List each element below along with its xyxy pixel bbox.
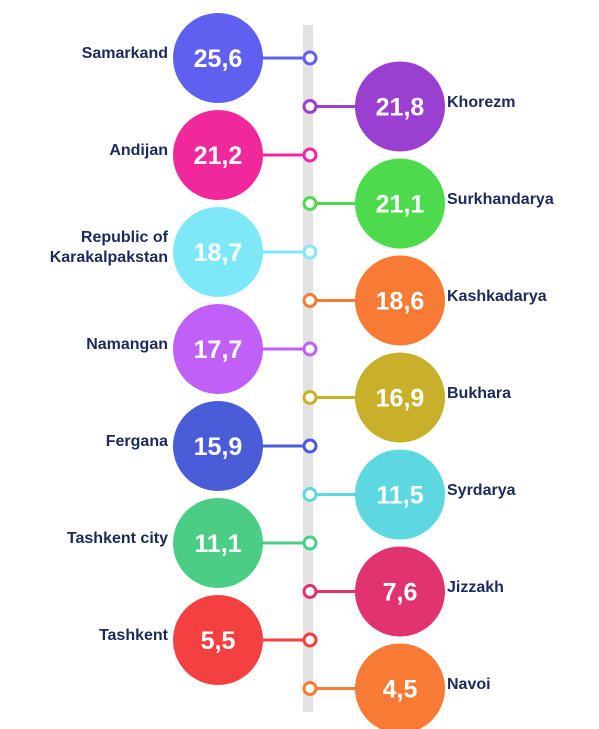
region-label: Tashkent	[98, 627, 168, 644]
value-circle	[173, 207, 263, 297]
region-label: Andijan	[109, 142, 168, 159]
region-label: Navoi	[447, 675, 491, 693]
value-label: 7,6	[383, 579, 418, 607]
region-label: Jizzakh	[447, 578, 504, 596]
value-circle	[355, 643, 445, 729]
value-circle	[173, 401, 263, 491]
region-label: Namangan	[86, 336, 168, 353]
value-label: 4,5	[383, 676, 418, 704]
value-label: 21,8	[376, 94, 425, 122]
value-circle	[173, 13, 263, 103]
region-label: Surkhandarya	[447, 190, 554, 208]
value-label: 25,6	[194, 45, 243, 73]
marker-ring	[302, 438, 318, 454]
value-circle	[355, 255, 445, 346]
value-label: 21,1	[376, 191, 425, 219]
marker-ring	[302, 584, 318, 599]
value-label: 21,2	[194, 142, 243, 170]
region-label: Kashkadarya	[447, 287, 547, 305]
marker-ring	[302, 390, 318, 405]
marker-ring	[302, 293, 318, 308]
value-label: 18,7	[194, 239, 243, 267]
axis-bar	[303, 25, 313, 712]
region-label: Samarkand	[81, 45, 168, 62]
value-circle	[173, 304, 263, 394]
value-label: 15,9	[194, 433, 243, 461]
value-circle	[355, 158, 445, 249]
value-label: 11,5	[376, 482, 423, 510]
marker-ring	[302, 535, 318, 551]
value-label: 5,5	[201, 627, 236, 655]
marker-ring	[302, 632, 318, 648]
region-label: Tashkent city	[66, 530, 168, 547]
marker-ring	[302, 196, 318, 211]
value-label: 16,9	[376, 385, 425, 413]
marker-ring	[302, 147, 318, 163]
region-label: Syrdarya	[447, 481, 516, 499]
value-circle	[173, 498, 263, 588]
value-circle	[355, 352, 445, 443]
value-label: 11,1	[194, 530, 241, 558]
value-circle	[173, 595, 263, 685]
value-circle	[355, 449, 445, 540]
marker-ring	[302, 50, 318, 66]
value-circle	[173, 110, 263, 200]
region-label: Republic of Karakalpakstan	[49, 229, 168, 266]
region-label: Fergana	[105, 433, 168, 450]
value-label: 18,6	[376, 288, 425, 316]
region-label: Khorezm	[447, 93, 516, 111]
marker-ring	[302, 99, 318, 114]
value-label: 17,7	[194, 336, 243, 364]
region-label: Bukhara	[447, 384, 512, 402]
marker-ring	[302, 341, 318, 357]
value-circle	[355, 546, 445, 637]
marker-ring	[302, 244, 318, 260]
value-circle	[355, 61, 445, 152]
marker-ring	[302, 681, 318, 696]
marker-ring	[302, 487, 318, 502]
